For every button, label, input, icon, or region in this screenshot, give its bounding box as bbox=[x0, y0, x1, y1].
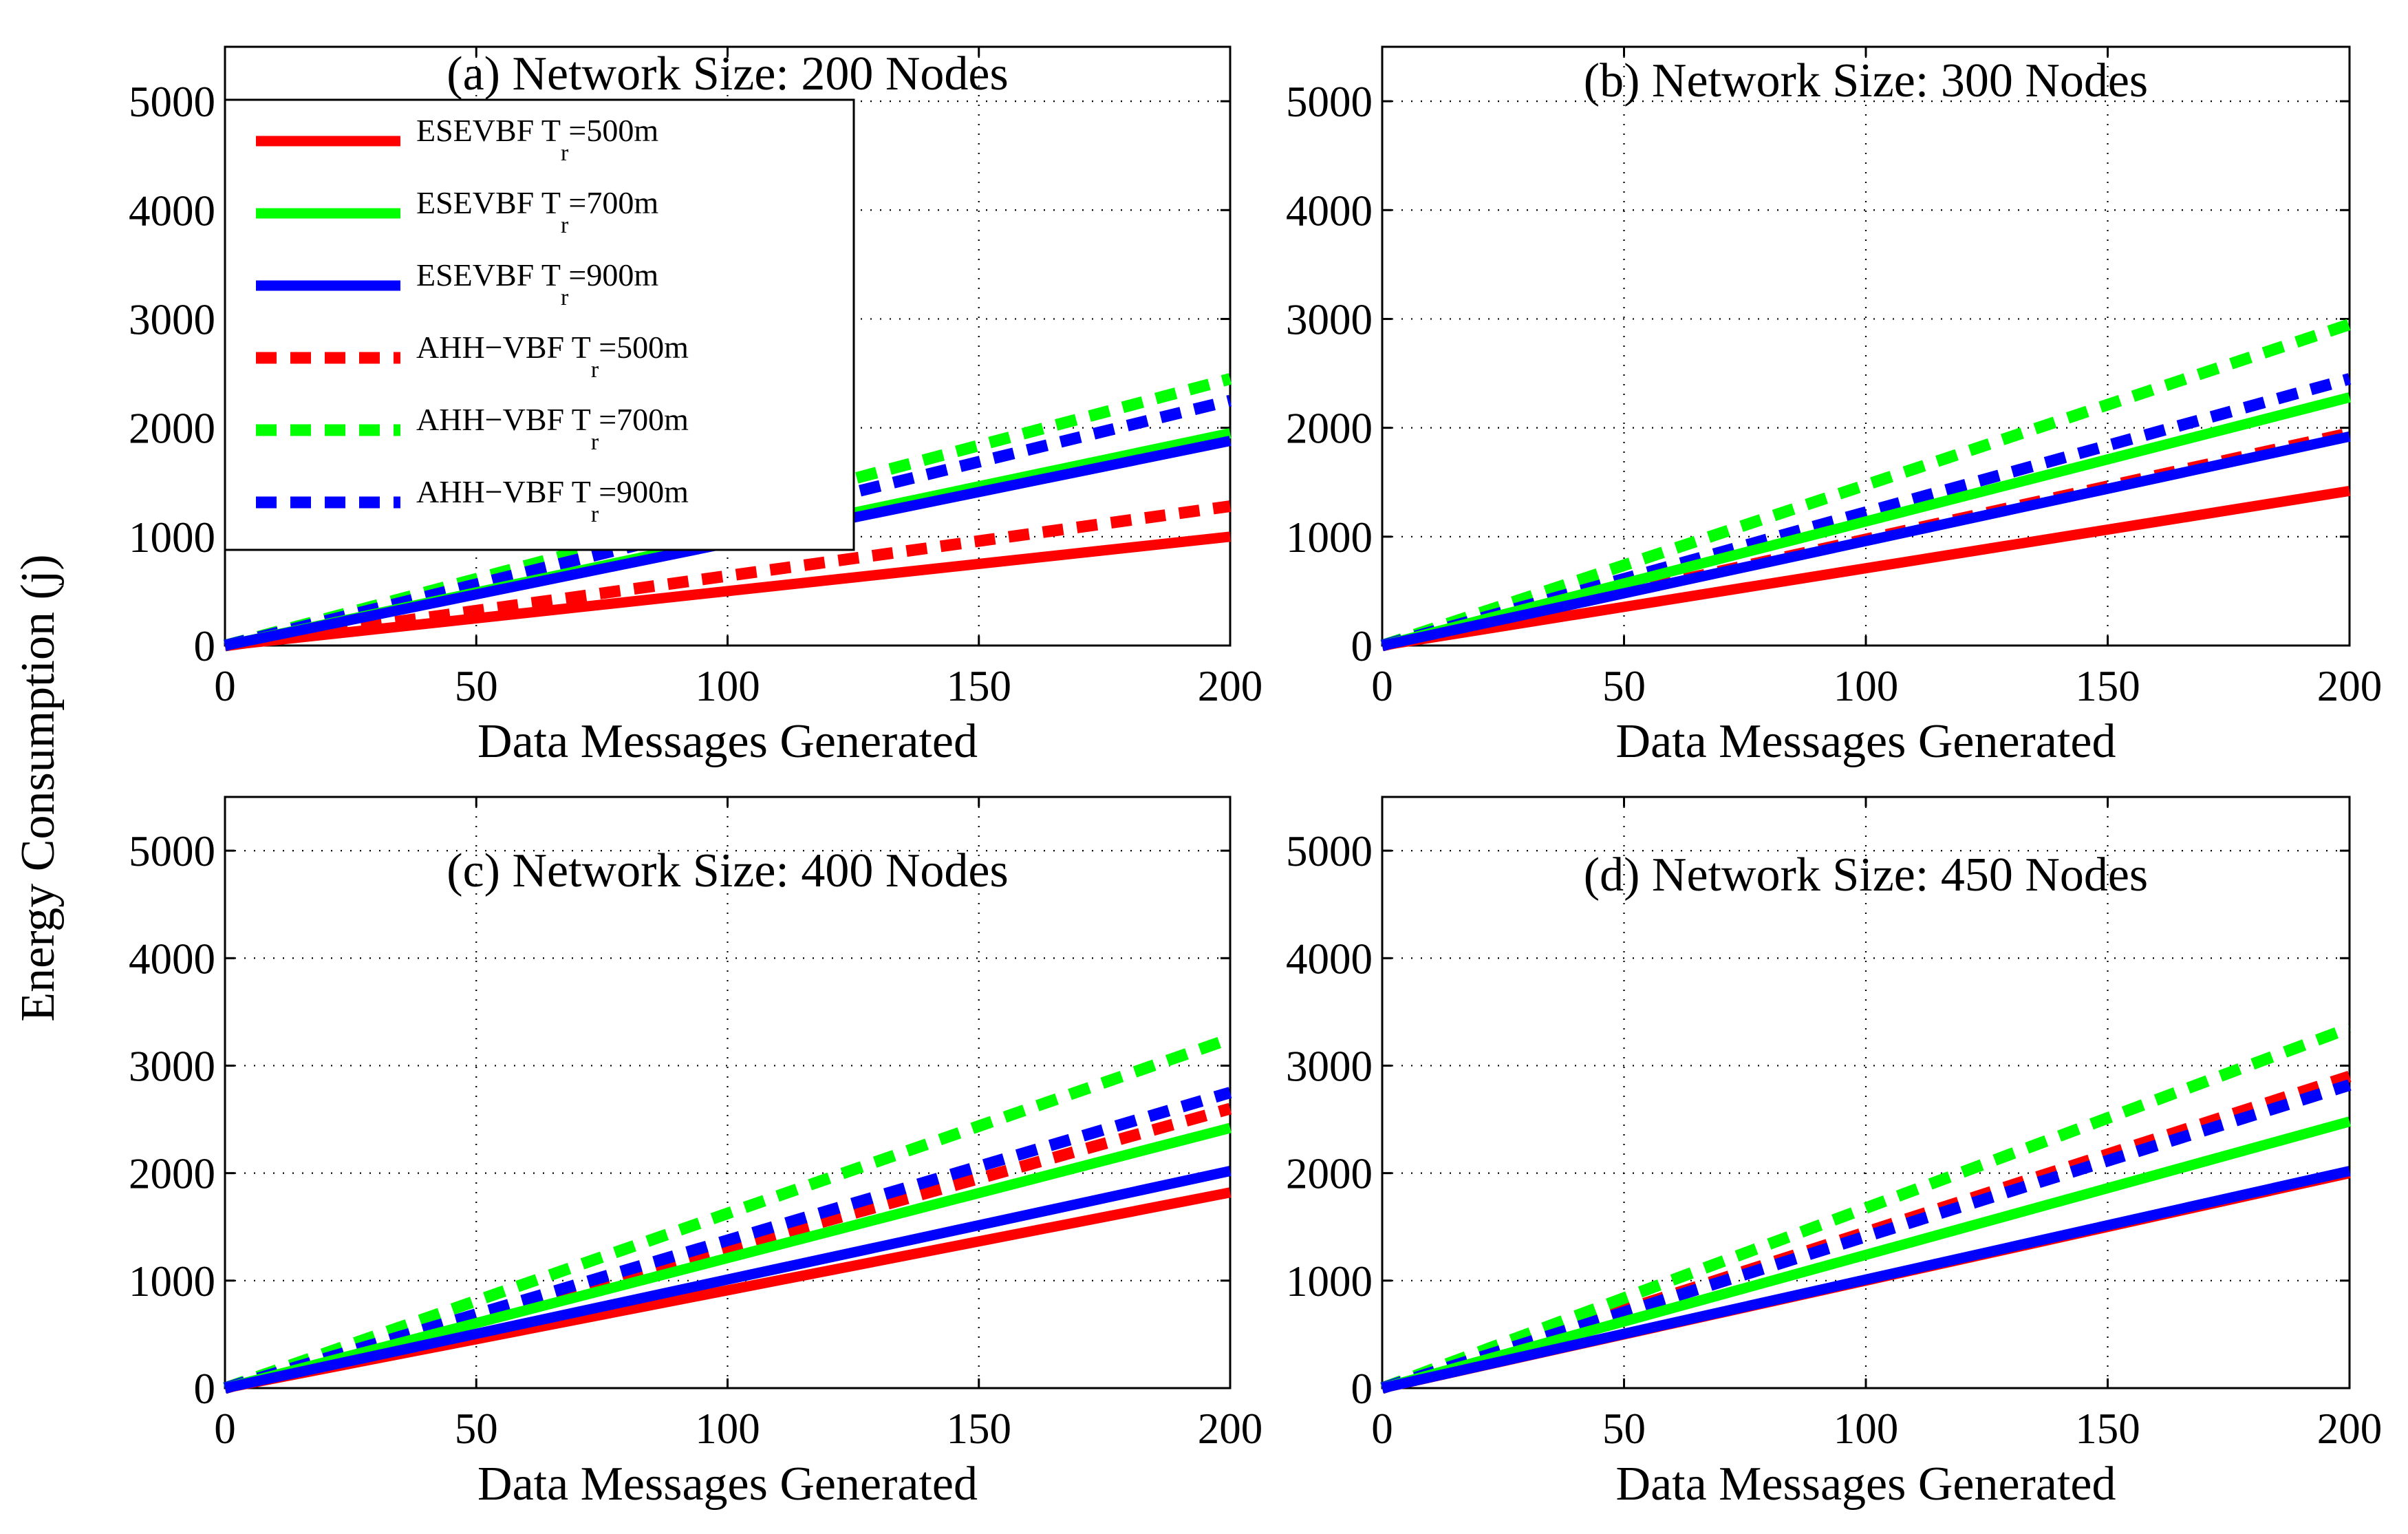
legend-label-subscript: r bbox=[561, 140, 569, 166]
x-tick-label: 200 bbox=[1198, 1405, 1263, 1453]
panel-title: (d) Network Size: 450 Nodes bbox=[1584, 849, 2148, 902]
legend-label-prefix: ESEVBF T bbox=[416, 113, 561, 148]
panel-title: (c) Network Size: 400 Nodes bbox=[447, 844, 1008, 897]
panel-title: (b) Network Size: 300 Nodes bbox=[1584, 54, 2148, 107]
x-tick-label: 150 bbox=[2075, 662, 2140, 710]
legend-label: ESEVBF Tr=700m bbox=[416, 185, 658, 238]
x-tick-label: 200 bbox=[1198, 662, 1263, 710]
series-line-esevbf-900m bbox=[1381, 1166, 2351, 1394]
y-tick-label: 2000 bbox=[129, 1150, 215, 1198]
x-tick-label: 100 bbox=[1834, 662, 1899, 710]
x-tick-label: 200 bbox=[2317, 1405, 2383, 1453]
series-line-esevbf-900m bbox=[224, 1166, 1232, 1394]
x-axis-label: Data Messages Generated bbox=[477, 1458, 978, 1511]
legend-label: ESEVBF Tr=500m bbox=[416, 113, 658, 166]
series-line-esevbf-700m bbox=[1381, 1116, 2351, 1394]
series-line-esevbf-700m bbox=[1381, 392, 2351, 651]
legend-label-subscript: r bbox=[591, 357, 599, 383]
x-tick-label: 100 bbox=[695, 1405, 760, 1453]
figure-ylabel: Energy Consumption (j) bbox=[12, 554, 65, 1021]
x-tick-label: 200 bbox=[2317, 662, 2383, 710]
series-line-ahh-vbf-900m bbox=[1380, 373, 2352, 652]
legend-label-suffix: =500m bbox=[568, 113, 658, 148]
y-tick-label: 5000 bbox=[1286, 78, 1373, 126]
y-tick-label: 4000 bbox=[1286, 935, 1373, 983]
x-tick-label: 150 bbox=[2075, 1405, 2140, 1453]
x-tick-label: 100 bbox=[695, 662, 760, 710]
legend-label-subscript: r bbox=[591, 429, 599, 455]
series-line-ahh-vbf-900m bbox=[1380, 1079, 2352, 1394]
y-tick-label: 5000 bbox=[129, 78, 215, 126]
y-tick-label: 4000 bbox=[1286, 187, 1373, 235]
legend-label-subscript: r bbox=[561, 213, 569, 238]
legend-label-prefix: AHH−VBF T bbox=[416, 330, 591, 365]
y-tick-label: 4000 bbox=[129, 935, 215, 983]
x-tick-label: 100 bbox=[1834, 1405, 1899, 1453]
x-tick-label: 0 bbox=[214, 1405, 236, 1453]
legend-label: AHH−VBF Tr=500m bbox=[416, 330, 689, 383]
legend-label: AHH−VBF Tr=700m bbox=[416, 402, 689, 455]
y-tick-label: 1000 bbox=[129, 513, 215, 562]
y-tick-label: 0 bbox=[194, 622, 216, 670]
y-tick-label: 0 bbox=[194, 1365, 216, 1413]
legend-label-suffix: =900m bbox=[599, 474, 689, 509]
series-line-esevbf-700m bbox=[224, 1122, 1232, 1394]
legend-box bbox=[224, 98, 855, 551]
y-tick-label: 5000 bbox=[1286, 827, 1373, 875]
y-tick-label: 3000 bbox=[129, 1042, 215, 1090]
series-line-ahh-vbf-700m bbox=[223, 1033, 1232, 1394]
y-tick-label: 5000 bbox=[129, 827, 215, 875]
legend-label-prefix: ESEVBF T bbox=[416, 257, 561, 292]
x-tick-label: 150 bbox=[947, 662, 1012, 710]
y-tick-label: 3000 bbox=[1286, 1042, 1373, 1090]
series-line-ahh-vbf-700m bbox=[1380, 1022, 2352, 1394]
series-line-esevbf-500m bbox=[1381, 485, 2351, 651]
x-axis-label: Data Messages Generated bbox=[477, 715, 978, 768]
legend-label-prefix: AHH−VBF T bbox=[416, 402, 591, 437]
panel-title: (a) Network Size: 200 Nodes bbox=[447, 47, 1008, 100]
y-tick-label: 0 bbox=[1351, 622, 1373, 670]
y-tick-label: 1000 bbox=[129, 1257, 215, 1306]
series-line-esevbf-500m bbox=[224, 531, 1231, 651]
x-tick-label: 0 bbox=[214, 662, 236, 710]
legend-label-subscript: r bbox=[591, 502, 599, 527]
y-tick-label: 1000 bbox=[1286, 513, 1373, 562]
x-tick-label: 50 bbox=[455, 1405, 498, 1453]
x-tick-label: 0 bbox=[1371, 1405, 1393, 1453]
y-tick-label: 3000 bbox=[129, 295, 215, 343]
legend-label: AHH−VBF Tr=900m bbox=[416, 474, 689, 527]
y-tick-label: 2000 bbox=[1286, 1150, 1373, 1198]
y-tick-label: 1000 bbox=[1286, 1257, 1373, 1306]
y-tick-label: 2000 bbox=[129, 405, 215, 453]
series-line-esevbf-900m bbox=[1381, 431, 2351, 651]
series-line-ahh-vbf-900m bbox=[223, 1087, 1232, 1394]
legend-label: ESEVBF Tr=900m bbox=[416, 257, 658, 310]
x-tick-label: 50 bbox=[1602, 1405, 1646, 1453]
x-tick-label: 50 bbox=[455, 662, 498, 710]
legend-label-prefix: AHH−VBF T bbox=[416, 474, 591, 509]
legend-label-prefix: ESEVBF T bbox=[416, 185, 561, 220]
legend-label-subscript: r bbox=[561, 285, 569, 310]
x-axis-label: Data Messages Generated bbox=[1616, 715, 2116, 768]
legend-label-suffix: =700m bbox=[599, 402, 689, 437]
y-tick-label: 2000 bbox=[1286, 405, 1373, 453]
y-tick-label: 4000 bbox=[129, 187, 215, 235]
x-axis-label: Data Messages Generated bbox=[1616, 1458, 2116, 1511]
y-tick-label: 0 bbox=[1351, 1365, 1373, 1413]
series-line-ahh-vbf-500m bbox=[224, 500, 1232, 652]
legend-label-suffix: =900m bbox=[568, 257, 658, 292]
x-tick-label: 150 bbox=[947, 1405, 1012, 1453]
legend-label-suffix: =700m bbox=[568, 185, 658, 220]
legend-label-suffix: =500m bbox=[599, 330, 689, 365]
y-tick-label: 3000 bbox=[1286, 295, 1373, 343]
x-tick-label: 50 bbox=[1602, 662, 1646, 710]
x-tick-label: 0 bbox=[1371, 662, 1393, 710]
